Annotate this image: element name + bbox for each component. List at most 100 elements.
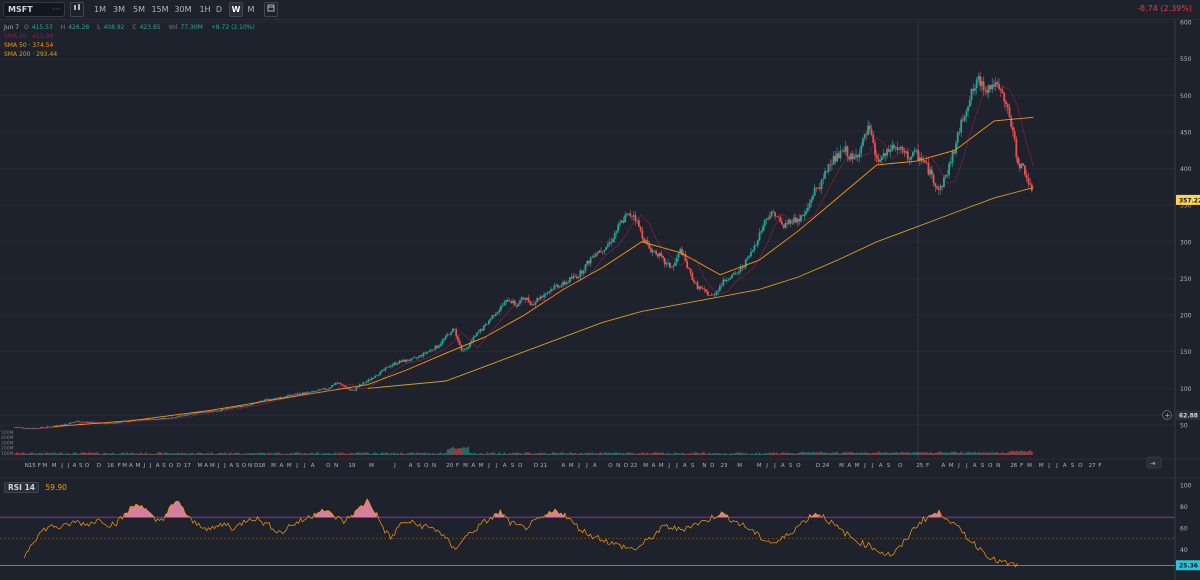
volume-bar xyxy=(789,453,792,455)
candle-body xyxy=(868,125,871,130)
volume-bar xyxy=(481,453,483,455)
rsi-overbought-fill xyxy=(929,510,941,518)
volume-bar xyxy=(288,453,290,455)
symbol-search-box[interactable]: MSFT ··· xyxy=(3,2,65,17)
time-tick-label: M xyxy=(369,463,374,469)
interval-1h[interactable]: 1H xyxy=(199,5,211,14)
more-icon[interactable]: ··· xyxy=(52,5,60,14)
candle-body xyxy=(903,150,906,153)
volume-bar xyxy=(379,453,382,455)
candle-body xyxy=(195,412,197,414)
candle-body xyxy=(851,153,854,160)
volume-bar xyxy=(193,453,196,455)
volume-bar xyxy=(591,452,594,455)
candle-body xyxy=(444,335,447,339)
time-tick-label: 25 xyxy=(916,463,923,469)
volume-bar xyxy=(134,453,137,455)
interval-1m[interactable]: 1M xyxy=(94,5,106,14)
candle-body xyxy=(27,428,30,430)
volume-bar xyxy=(856,452,859,455)
volume-bar xyxy=(176,453,178,455)
candle-body xyxy=(29,428,32,430)
legend-sma200[interactable]: SMA 200 · 293.44 xyxy=(4,51,58,58)
scroll-to-end-button[interactable] xyxy=(1146,456,1162,469)
interval-30m[interactable]: 30M xyxy=(174,5,192,14)
candle-body xyxy=(229,408,232,409)
volume-bar xyxy=(588,452,590,455)
time-tick-label: N xyxy=(616,463,620,469)
interval-d[interactable]: D xyxy=(215,5,223,14)
volume-bar xyxy=(39,453,42,455)
candle-body xyxy=(912,151,914,157)
time-tick-label: O xyxy=(424,463,429,469)
candle-body xyxy=(160,418,163,420)
volume-bar xyxy=(558,453,561,455)
volume-bar xyxy=(100,454,103,455)
volume-bar xyxy=(825,452,828,455)
time-tick-label: M xyxy=(198,463,203,469)
volume-bar xyxy=(579,453,582,455)
candle-body xyxy=(930,169,933,175)
candle-body xyxy=(619,222,621,225)
volume-bar xyxy=(139,452,142,455)
volume-bar xyxy=(334,452,337,455)
candle-body xyxy=(525,297,528,300)
candle-body xyxy=(45,427,47,429)
candle-body xyxy=(703,288,706,290)
legend-change: +8.72 (2.10%) xyxy=(210,24,255,31)
volume-bar xyxy=(1015,450,1018,455)
candle-body xyxy=(165,418,168,419)
chart-type-button[interactable] xyxy=(70,2,84,17)
volume-tick-label: 200M xyxy=(1,446,14,452)
volume-bar xyxy=(684,454,687,455)
volume-bar xyxy=(979,452,982,455)
volume-bar xyxy=(1018,451,1021,455)
candle-body xyxy=(832,155,835,165)
candle-body xyxy=(24,428,27,429)
legend-sma20[interactable]: SMA 20 · 411.99 xyxy=(4,33,54,40)
time-tick-label: A xyxy=(1063,463,1067,469)
volume-bar xyxy=(987,452,990,455)
candle-body xyxy=(65,423,68,425)
volume-bar xyxy=(606,453,609,455)
candle-body xyxy=(191,413,194,415)
candle-body xyxy=(50,426,53,428)
volume-bar xyxy=(989,452,992,455)
interval-m[interactable]: M xyxy=(247,5,255,14)
volume-bar xyxy=(731,453,733,455)
volume-bar xyxy=(355,452,358,455)
volume-bar xyxy=(817,452,820,455)
volume-bar xyxy=(157,452,159,455)
volume-bar xyxy=(346,453,349,455)
rsi-name[interactable]: RSI 14 xyxy=(4,482,40,493)
candle-body xyxy=(250,404,253,406)
candle-body xyxy=(1015,138,1018,158)
volume-bar xyxy=(691,453,694,455)
candle-body xyxy=(655,250,658,254)
candle-body xyxy=(982,81,985,91)
volume-bar xyxy=(531,453,533,455)
candle-body xyxy=(420,355,423,357)
volume-bar xyxy=(779,453,782,455)
interval-w[interactable]: W xyxy=(229,2,243,17)
legend-sma50[interactable]: SMA 50 · 374.54 xyxy=(4,42,54,49)
volume-bar xyxy=(512,452,514,455)
candle-body xyxy=(905,151,907,153)
interval-15m[interactable]: 15M xyxy=(151,5,169,14)
time-tick-label: 18 xyxy=(258,463,265,469)
candle-body xyxy=(955,142,957,154)
volume-bar xyxy=(915,452,918,455)
candle-body xyxy=(224,409,227,410)
candle-body xyxy=(667,262,670,264)
volume-bar xyxy=(724,453,726,455)
calendar-button[interactable] xyxy=(264,2,278,17)
volume-bar xyxy=(498,452,501,455)
candle-body xyxy=(232,406,235,408)
candle-body xyxy=(141,419,144,421)
interval-3m[interactable]: 3M xyxy=(113,5,125,14)
candle-body xyxy=(886,148,888,156)
interval-5m[interactable]: 5M xyxy=(133,5,145,14)
volume-bar xyxy=(493,452,496,455)
candle-body xyxy=(951,151,954,163)
